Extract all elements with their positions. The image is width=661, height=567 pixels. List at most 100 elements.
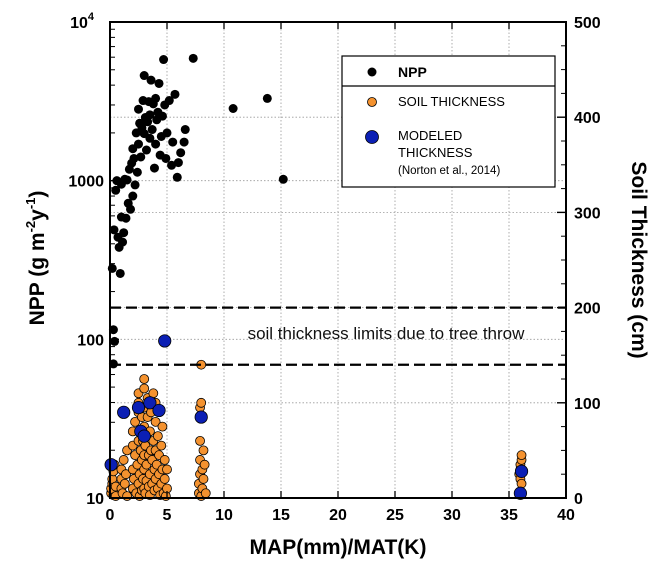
soil-thickness-point [118, 455, 129, 465]
npp-point [154, 78, 164, 88]
npp-point [164, 96, 174, 106]
npp-point [121, 213, 131, 223]
x-tick-label: 10 [215, 507, 233, 524]
soil-thickness-point [162, 464, 172, 475]
limit-lines [110, 306, 566, 366]
soil-thickness-point [139, 383, 150, 394]
npp-point [141, 145, 151, 155]
npp-point [151, 139, 161, 149]
npp-point [167, 160, 177, 170]
y-tick-label-left: 100 [77, 332, 104, 349]
soil-thickness-point [150, 416, 161, 427]
legend-soil-marker [367, 97, 377, 107]
legend-soil-label: SOIL THICKNESS [398, 94, 505, 109]
npp-point [147, 125, 157, 135]
modeled-thickness-point [117, 405, 131, 419]
y-tick-label-right: 200 [574, 301, 601, 318]
npp-point [108, 325, 118, 335]
modeled-thickness-point [137, 429, 151, 443]
y-tick-label-right: 400 [574, 110, 601, 127]
legend-modeled-marker [365, 130, 379, 144]
ticks: 0 5 10 15 20 25 30 35 40 10 100 1000 104 0 100 200 300 40… [68, 11, 600, 524]
modeled-thickness-point [152, 403, 166, 418]
x-tick-label: 20 [329, 507, 347, 524]
y-tick-label-right: 0 [574, 491, 583, 508]
data-layer [104, 53, 529, 501]
npp-point [262, 93, 272, 103]
soil-thickness-point [157, 421, 168, 432]
soil-thickness-point [198, 445, 209, 456]
x-axis-label: MAP(mm)/MAT(K) [250, 536, 427, 559]
npp-point [145, 133, 155, 143]
npp-point [180, 125, 190, 135]
legend-modeled-label-1: MODELED [398, 128, 462, 143]
npp-point [129, 153, 139, 163]
x-tick-label: 15 [272, 507, 290, 524]
npp-point [126, 204, 136, 214]
npp-point [278, 174, 288, 184]
y-tick-label-right: 100 [574, 396, 601, 413]
modeled-thickness-point [513, 486, 528, 500]
grid [110, 22, 566, 498]
soil-thickness-point [196, 397, 207, 408]
npp-point [151, 93, 161, 103]
y-axis-left-label: NPP (g m-2y-1) [23, 191, 49, 326]
soil-thickness-point [516, 450, 527, 461]
soil-thickness-point [122, 491, 132, 501]
soil-thickness-point [199, 459, 210, 470]
y-tick-label-right: 500 [574, 15, 601, 32]
x-tick-label: 5 [163, 507, 172, 524]
npp-point [119, 228, 129, 238]
legend-npp-marker [367, 67, 377, 77]
legend: NPP SOIL THICKNESS MODELED THICKNESS (No… [341, 55, 556, 188]
modeled-thickness-point [514, 464, 529, 478]
y-tick-label-right: 300 [574, 205, 601, 222]
legend-box [341, 55, 556, 188]
modeled-thickness-point [143, 396, 157, 410]
legend-modeled-label-3: (Norton et al., 2014) [398, 165, 500, 177]
npp-point [122, 175, 132, 185]
x-tick-label: 30 [443, 507, 461, 524]
soil-thickness-point [156, 440, 167, 451]
x-tick-label: 35 [500, 507, 518, 524]
modeled-thickness-point [158, 334, 172, 348]
npp-point [118, 237, 128, 247]
npp-point [130, 180, 140, 190]
npp-point [134, 139, 143, 149]
npp-point [173, 158, 183, 168]
npp-point [136, 152, 146, 162]
modeled-thickness-point [194, 410, 208, 424]
legend-npp-label: NPP [398, 64, 427, 80]
npp-point [161, 153, 171, 163]
soil-thickness-point [159, 474, 170, 484]
npp-point [145, 110, 155, 120]
modeled-thickness-point [104, 458, 118, 472]
npp-point [149, 163, 159, 173]
npp-point [188, 53, 198, 63]
npp-point [159, 55, 169, 65]
y-axis-right-label: Soil Thickness (cm) [627, 161, 650, 358]
npp-point [139, 71, 149, 81]
x-tick-label: 25 [386, 507, 404, 524]
soil-thickness-point [152, 431, 163, 442]
npp-point [115, 268, 125, 278]
npp-point [128, 191, 138, 201]
y-tick-label-left: 10 [86, 491, 104, 508]
soil-thickness-point [200, 488, 211, 499]
soil-thickness-point [119, 478, 130, 489]
soil-thickness-point [198, 474, 209, 484]
soil-thickness-point [130, 416, 140, 427]
soil-thickness-point [139, 374, 150, 384]
x-tick-label: 40 [557, 507, 575, 524]
modeled-thickness-point [131, 400, 146, 415]
npp-point [132, 167, 142, 177]
y-tick-label-left: 104 [70, 11, 95, 32]
soil-thickness-point [121, 469, 131, 480]
soil-thickness-point [195, 435, 205, 446]
npp-point [176, 148, 186, 158]
legend-modeled-label-2: THICKNESS [398, 145, 473, 160]
npp-point [170, 89, 180, 99]
annotation-tree-throw: soil thickness limits due to tree throw [248, 324, 526, 343]
y-tick-label-left: 1000 [68, 174, 104, 191]
